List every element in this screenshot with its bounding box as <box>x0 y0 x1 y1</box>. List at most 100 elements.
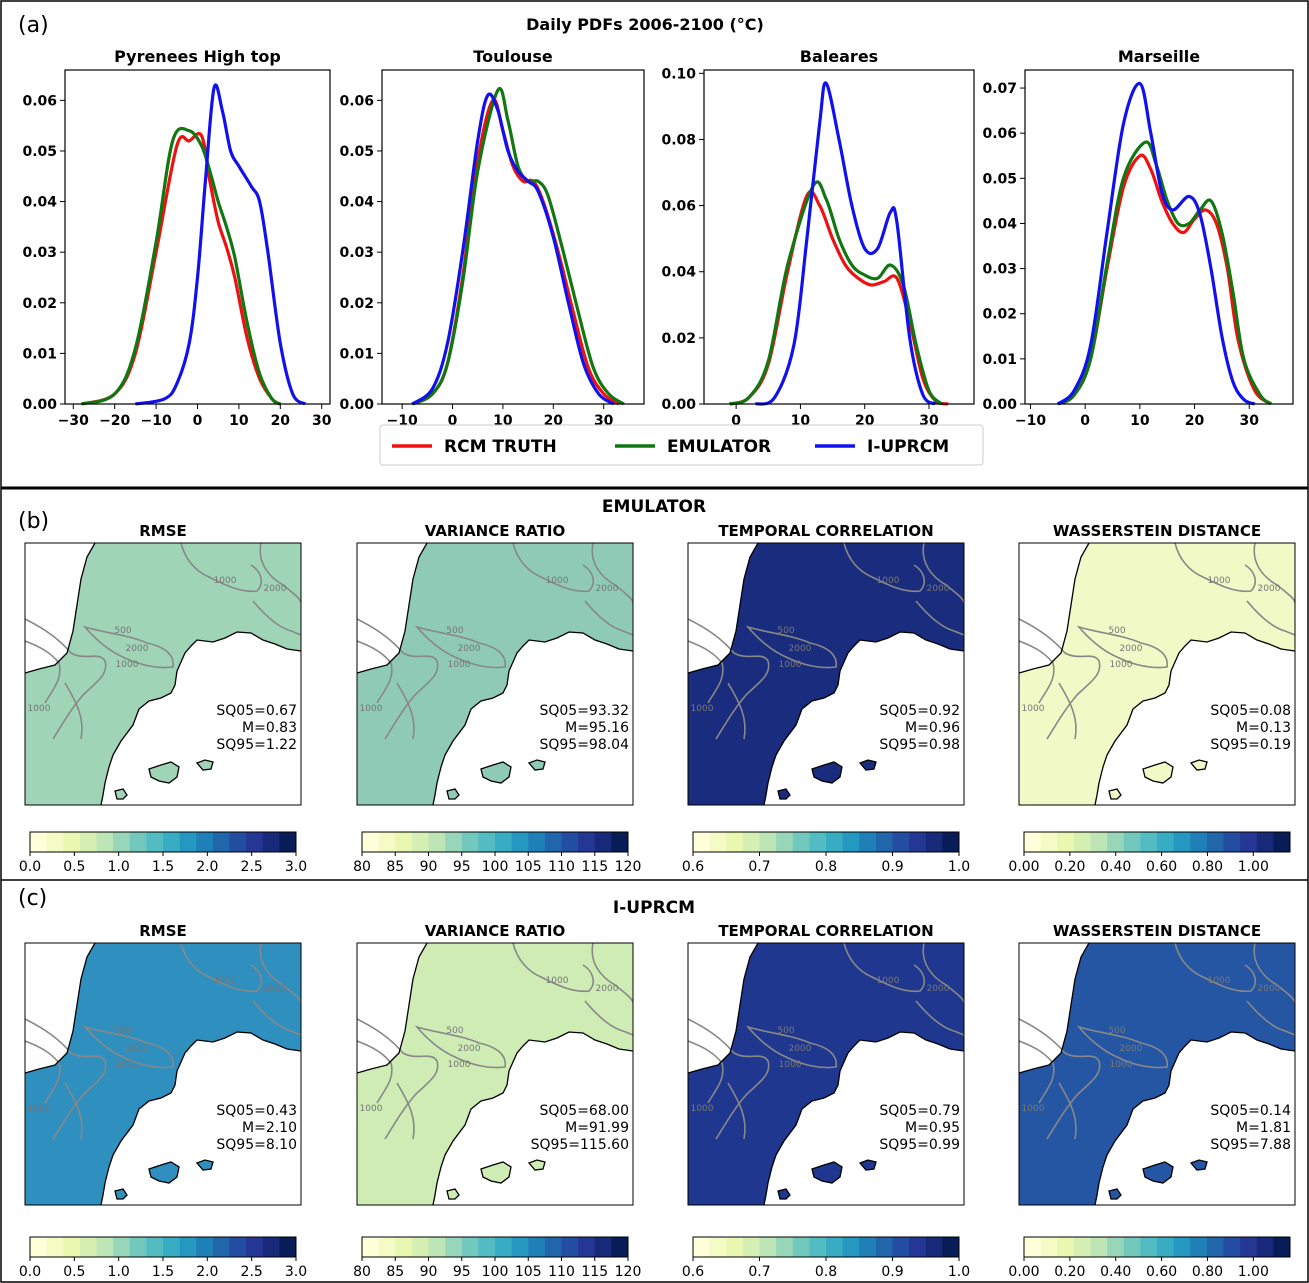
colorbar-segment <box>378 832 396 852</box>
contour-label: 2000 <box>264 584 287 594</box>
y-tick-label: 0.04 <box>339 195 374 211</box>
island <box>480 1161 512 1184</box>
map-body: 500 2000 1000 1000 1000 2000 SQ05=68.00M=91.99… <box>356 942 634 1206</box>
elevation-contour <box>843 943 926 993</box>
elevation-contour <box>180 943 263 993</box>
colorbar-segment <box>1240 832 1258 852</box>
plot-frame <box>64 69 331 405</box>
colorbar-segment <box>478 832 496 852</box>
elevation-contour <box>414 1025 506 1069</box>
stat-text: SQ05=0.92 <box>879 703 960 719</box>
colorbar-segment <box>759 1237 777 1257</box>
colorbar-segment <box>129 832 147 852</box>
plot-frame <box>381 69 645 405</box>
colorbar-segment <box>378 1237 396 1257</box>
colorbar-tick-label: 1.00 <box>1238 1264 1269 1280</box>
legend-label-rcm: RCM TRUTH <box>444 437 557 457</box>
contour-label: 2000 <box>126 1044 149 1054</box>
colorbar-segment <box>279 832 297 852</box>
map-c-1: RMSE 500 2000 1000 1000 1000 2000 SQ05=0.43M=2.… <box>19 922 307 1280</box>
colorbar-segment <box>495 832 513 852</box>
contour-label: 1000 <box>1208 576 1231 586</box>
colorbar-segment <box>709 832 727 852</box>
stat-text: SQ95=115.60 <box>531 1137 629 1153</box>
island <box>195 759 214 771</box>
map-body: 500 2000 1000 1000 1000 2000 SQ05=0.92M=0.96SQ… <box>687 542 965 806</box>
contour-label: 1000 <box>448 1060 471 1070</box>
map-content: 500 2000 1000 1000 1000 2000 <box>1019 943 1295 1205</box>
map-frame <box>1018 942 1296 1206</box>
elevation-contour <box>915 600 964 636</box>
map-content: 500 2000 1000 1000 1000 2000 <box>688 543 964 805</box>
colorbar-tick-label: 110 <box>548 1264 575 1280</box>
y-tick-label: 0.03 <box>982 262 1017 278</box>
colorbar-segment <box>196 1237 214 1257</box>
colorbar-segment <box>129 1237 147 1257</box>
colorbar-segment <box>826 1237 844 1257</box>
stat-text: M=0.95 <box>905 1120 960 1136</box>
x-tick-label: 30 <box>312 413 332 429</box>
map-title: WASSERSTEIN DISTANCE <box>1053 922 1261 940</box>
y-tick-label: 0.04 <box>661 265 696 281</box>
contour-label: 1000 <box>116 1060 139 1070</box>
land-field <box>357 943 633 1205</box>
pdf-chart-1: Pyrenees High top −30 −20 −10 0 10 20 30 0.00 0.0… <box>22 47 331 429</box>
island <box>527 1159 546 1171</box>
colorbar-segment <box>742 1237 760 1257</box>
plot-frame <box>703 69 975 405</box>
colorbar-segment <box>726 1237 744 1257</box>
x-tick-label: −20 <box>99 413 130 429</box>
y-tick-label: 0.01 <box>339 346 374 362</box>
island <box>446 788 460 800</box>
contour-label: 1000 <box>214 576 237 586</box>
colorbar-tick-label: 1.00 <box>1238 859 1269 875</box>
colorbar-segment <box>925 832 943 852</box>
colorbar-segment <box>1190 1237 1208 1257</box>
colorbar-segment <box>428 1237 446 1257</box>
y-tick-label: 0.01 <box>982 352 1017 368</box>
colorbar-segment <box>776 1237 794 1257</box>
x-tick-label: 10 <box>229 413 249 429</box>
colorbar-segment <box>279 1237 297 1257</box>
map-b-3: TEMPORAL CORRELATION 500 2000 1000 1000 1000 2… <box>682 522 970 875</box>
contour-label: 1000 <box>1208 976 1231 986</box>
colorbar-segment <box>792 1237 810 1257</box>
elevation-contour <box>591 943 633 1004</box>
colorbar-tick-label: 2.5 <box>241 859 263 875</box>
contour-label: 500 <box>1108 626 1125 636</box>
contour-label: 2000 <box>927 584 950 594</box>
colorbar-segment <box>1073 832 1091 852</box>
colorbar-tick-label: 0.60 <box>1146 1264 1177 1280</box>
x-tick-label: 0 <box>448 413 458 429</box>
colorbar-segment <box>1190 832 1208 852</box>
colorbar-segment <box>1157 1237 1175 1257</box>
elevation-contour <box>922 943 964 1004</box>
colorbar-frame <box>1023 831 1291 853</box>
colorbar-tick-label: 105 <box>515 859 542 875</box>
contour-label: 2000 <box>1120 644 1143 654</box>
pdf-chart-4: Marseille −10 0 10 20 30 0.00 0.01 0.02 0.03 0.04 0… <box>982 47 1294 429</box>
colorbar-tick-label: 0.60 <box>1146 859 1177 875</box>
colorbar-segment <box>826 832 844 852</box>
contour-label: 1000 <box>360 704 383 714</box>
colorbar-tick-label: 1.5 <box>152 1264 174 1280</box>
colorbar-segment <box>395 1237 413 1257</box>
series-line-i-uprcm <box>754 81 937 406</box>
elevation-contour <box>745 1025 837 1069</box>
colorbar-segment <box>246 1237 264 1257</box>
colorbar-segment <box>1273 832 1291 852</box>
x-tick-label: −10 <box>1015 413 1046 429</box>
panel-a-label: (a) <box>18 13 49 38</box>
y-tick-label: 0.00 <box>339 397 374 413</box>
colorbar-segment <box>63 832 81 852</box>
colorbar-segment <box>46 832 64 852</box>
elevation-contour <box>357 640 393 704</box>
colorbar-tick-label: 0.20 <box>1054 859 1085 875</box>
map-frame <box>356 542 634 806</box>
stat-text: M=2.10 <box>242 1120 297 1136</box>
colorbar-tick-label: 0.40 <box>1100 1264 1131 1280</box>
colorbar-segment <box>594 832 612 852</box>
contour-label: 500 <box>446 626 463 636</box>
island <box>777 788 791 800</box>
map-body: 500 2000 1000 1000 1000 2000 SQ05=0.43M=2.10SQ… <box>24 942 302 1206</box>
